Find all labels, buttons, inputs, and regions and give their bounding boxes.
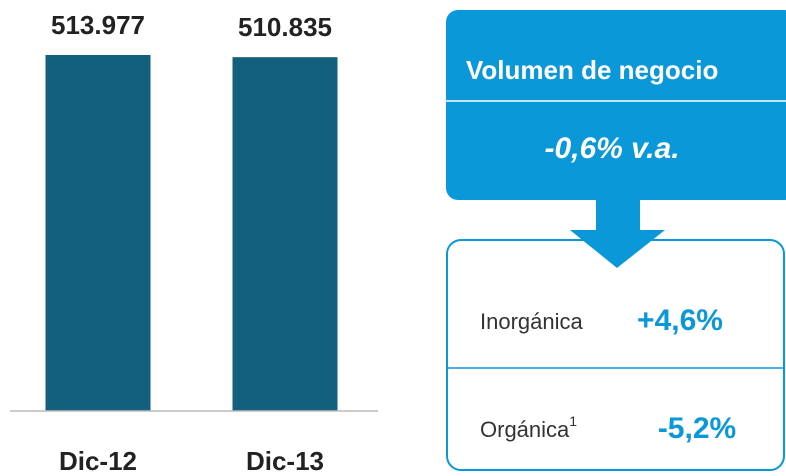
panel-title: Volumen de negocio <box>466 55 718 85</box>
plot: 513.977 Dic-12 510.835 Dic-13 <box>45 10 338 476</box>
panel-change: -0,6% v.a. <box>544 132 679 165</box>
bar <box>45 55 151 411</box>
row-label: Orgánica1 <box>480 413 577 442</box>
value-label: 510.835 <box>238 12 332 42</box>
panel: Volumen de negocio -0,6% v.a. Inorgánica… <box>446 10 786 471</box>
bar <box>232 57 338 411</box>
row-label-text: Orgánica <box>480 417 570 442</box>
row-value: +4,6% <box>637 304 723 337</box>
value-label: 513.977 <box>51 10 145 40</box>
top-box <box>446 10 786 200</box>
row-value: -5,2% <box>658 412 736 445</box>
row-label: Inorgánica <box>480 309 584 334</box>
x-tick-label: Dic-13 <box>246 446 324 476</box>
footnote-mark: 1 <box>569 413 577 429</box>
x-tick-label: Dic-12 <box>59 446 137 476</box>
arrow <box>570 198 665 268</box>
